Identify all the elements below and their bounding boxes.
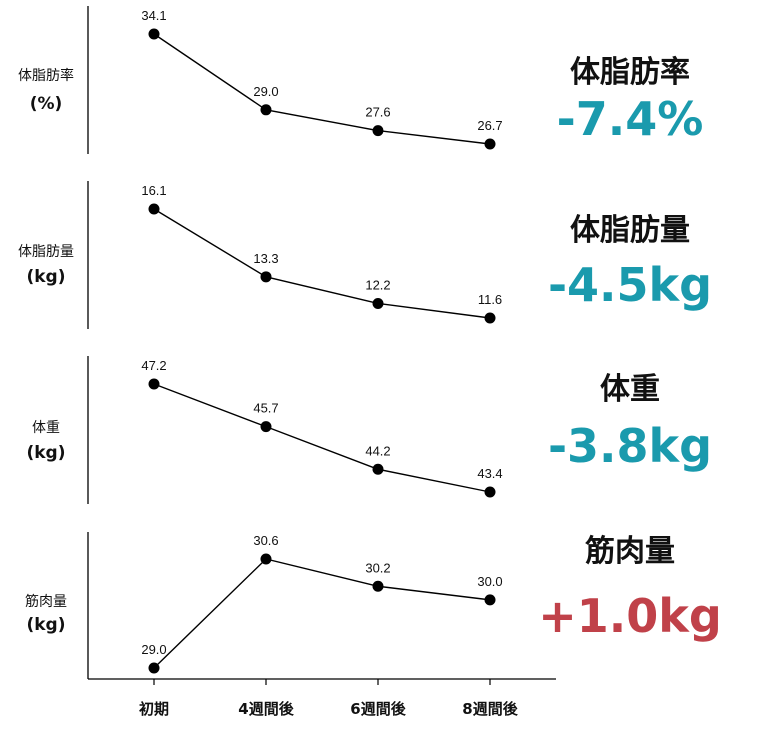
series-line bbox=[153, 33, 491, 145]
y-axis-label: 体脂肪量 bbox=[18, 244, 74, 260]
data-label: 27.6 bbox=[365, 105, 390, 120]
summary-value: -4.5kg bbox=[548, 258, 712, 312]
data-label: 47.2 bbox=[141, 358, 166, 373]
data-point bbox=[260, 104, 272, 116]
series-line bbox=[153, 558, 491, 669]
x-tick-label: 8週間後 bbox=[462, 700, 518, 718]
data-label: 29.0 bbox=[141, 642, 166, 657]
data-label: 34.1 bbox=[141, 8, 166, 23]
y-axis-unit: (kg) bbox=[26, 443, 65, 463]
series-line bbox=[153, 208, 491, 319]
data-point bbox=[372, 463, 384, 475]
panel-3: 体重 (kg) 47.2 45.7 44.2 43.4 体重 -3.8kg bbox=[26, 356, 712, 504]
y-axis-unit: (kg) bbox=[26, 615, 65, 635]
data-label: 12.2 bbox=[365, 277, 390, 292]
data-point bbox=[148, 203, 160, 215]
summary-value: -7.4% bbox=[557, 92, 704, 146]
data-point bbox=[148, 662, 160, 674]
data-point bbox=[260, 553, 272, 565]
data-point bbox=[484, 138, 496, 150]
summary-value: -3.8kg bbox=[548, 419, 712, 473]
data-point bbox=[372, 297, 384, 309]
data-label: 30.6 bbox=[253, 533, 278, 548]
summary-title: 体脂肪率 bbox=[570, 55, 690, 90]
data-label: 26.7 bbox=[477, 118, 502, 133]
data-point bbox=[260, 421, 272, 433]
data-label: 16.1 bbox=[141, 183, 166, 198]
series-line bbox=[153, 383, 491, 493]
data-point bbox=[260, 271, 272, 283]
y-axis-label: 筋肉量 bbox=[25, 593, 67, 610]
summary-title: 体脂肪量 bbox=[570, 213, 690, 248]
summary-title: 筋肉量 bbox=[585, 534, 675, 569]
data-label: 43.4 bbox=[477, 466, 502, 481]
summary-value: +1.0kg bbox=[538, 589, 722, 643]
x-tick-label: 6週間後 bbox=[350, 700, 406, 718]
data-point bbox=[148, 378, 160, 390]
y-axis-unit: (kg) bbox=[26, 267, 65, 287]
data-label: 29.0 bbox=[253, 84, 278, 99]
data-point bbox=[372, 125, 384, 137]
panel-4: 筋肉量 (kg) 29.0 30.6 30.2 30.0 筋肉量 +1.0kg bbox=[25, 532, 722, 679]
data-label: 11.6 bbox=[478, 292, 502, 307]
data-label: 45.7 bbox=[253, 401, 278, 416]
data-label: 44.2 bbox=[365, 443, 390, 458]
data-label: 30.0 bbox=[477, 574, 502, 589]
data-point bbox=[484, 594, 496, 606]
y-axis-label: 体重 bbox=[32, 420, 60, 436]
panel-2: 体脂肪量 (kg) 16.1 13.3 12.2 11.6 体脂肪量 -4.5kg bbox=[18, 181, 712, 329]
data-point bbox=[372, 580, 384, 592]
data-point bbox=[484, 486, 496, 498]
x-tick-label: 4週間後 bbox=[238, 700, 294, 718]
data-label: 13.3 bbox=[253, 251, 278, 266]
data-point bbox=[484, 312, 496, 324]
data-point bbox=[148, 28, 160, 40]
x-tick-label: 初期 bbox=[139, 700, 169, 718]
y-axis-label: 体脂肪率 bbox=[18, 67, 74, 84]
summary-title: 体重 bbox=[600, 372, 660, 407]
data-label: 30.2 bbox=[365, 560, 390, 575]
y-axis-unit: (%) bbox=[30, 94, 63, 114]
